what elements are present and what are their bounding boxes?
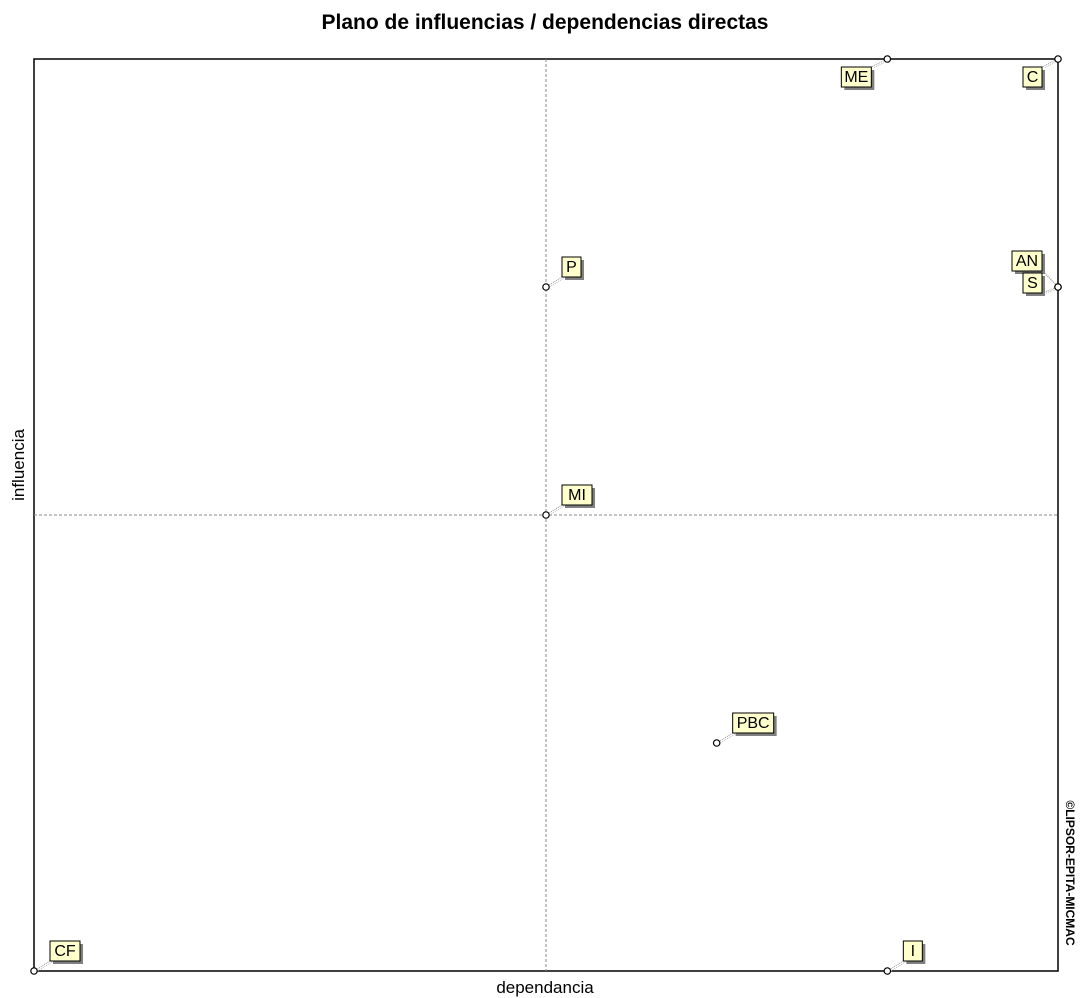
data-point: CF: [30, 940, 83, 975]
data-point: ME: [840, 55, 892, 90]
point-label-box: [732, 712, 775, 734]
data-point: C: [1022, 55, 1062, 90]
data-points: ME C P AN S MI PBC CF I: [30, 55, 1062, 975]
leader-line-shadow: [1043, 271, 1061, 289]
point-label: ME: [844, 69, 868, 86]
point-marker: [883, 967, 892, 975]
point-label-box: [840, 66, 872, 88]
point-label-box: [1022, 66, 1043, 88]
leader-line-shadow: [718, 733, 735, 745]
point-label-box: [1022, 272, 1043, 294]
data-point: P: [542, 256, 584, 291]
data-point: PBC: [712, 712, 777, 747]
point-label-box: [1011, 250, 1043, 272]
point-label: S: [1027, 275, 1038, 292]
point-label: CF: [54, 943, 76, 960]
point-marker: [883, 55, 892, 63]
point-marker: [1054, 283, 1062, 291]
data-point: MI: [542, 484, 595, 519]
point-label-box: [561, 484, 593, 506]
point-label-box: [902, 940, 923, 962]
leader-line-shadow: [547, 277, 565, 289]
point-label: AN: [1016, 253, 1038, 270]
point-label: P: [566, 259, 577, 276]
point-marker: [30, 967, 38, 975]
point-label-box: [561, 256, 582, 278]
point-marker: [542, 283, 550, 291]
point-marker: [1054, 55, 1062, 63]
point-label-box: [49, 940, 81, 962]
point-label: PBC: [737, 715, 770, 732]
x-axis-label: dependancia: [496, 978, 594, 997]
copyright-text: ©LIPSOR-EPITA-MICMAC: [1063, 800, 1077, 946]
data-point: I: [883, 940, 926, 975]
point-marker: [712, 739, 721, 747]
point-label: C: [1027, 69, 1039, 86]
point-marker: [542, 511, 550, 519]
chart-title: Plano de influencias / dependencias dire…: [322, 11, 769, 34]
point-label: I: [911, 943, 915, 960]
y-axis-label: influencia: [9, 429, 28, 501]
data-point: AN: [1011, 250, 1062, 291]
point-label: MI: [568, 487, 586, 504]
data-point: S: [1022, 272, 1062, 296]
